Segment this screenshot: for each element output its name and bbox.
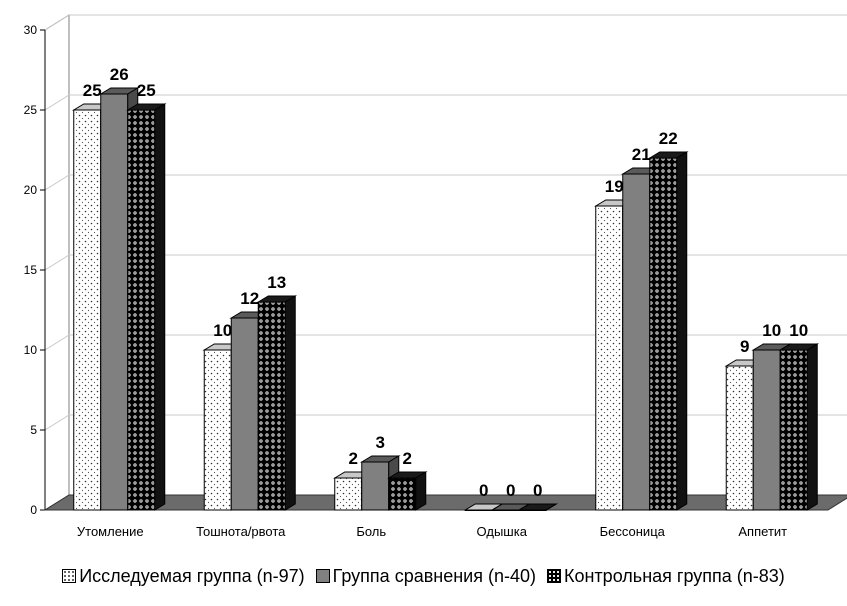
legend-item-series-1: Исследуемая группа (n-97) [62,566,305,587]
legend-swatch-dotted [62,569,77,583]
data-label-4-0: 19 [605,177,624,196]
y-tick-label-4: 20 [24,183,38,197]
bar-front-4-0 [595,205,624,511]
data-label-3-1: 0 [506,481,515,500]
bar-front-2-1 [361,461,390,511]
bar-side-2-2 [415,471,427,511]
bar-front-1-2 [257,301,286,511]
bar-front-2-0 [334,477,363,511]
legend-label-series-1: Исследуемая группа (n-97) [79,566,305,586]
bar-front-1-0 [203,349,232,511]
bar-front-0-0 [73,109,102,511]
bar-front-4-1 [622,173,651,511]
data-label-5-0: 9 [740,337,749,356]
data-label-1-0: 10 [213,321,232,340]
bar-front-5-2 [779,349,808,511]
y-tick-label-5: 25 [24,103,38,117]
legend-item-series-3: Контрольная группа (n-83) [547,566,785,587]
data-label-0-1: 26 [110,65,129,84]
bar-1-2 [256,295,298,511]
bar-2-2 [386,471,428,511]
bar-side-1-2 [284,295,296,511]
gridline-side [44,334,70,351]
x-tick-label-1: Тошнота/рвота [196,524,286,539]
legend-item-series-2: Группа сравнения (n-40) [315,566,536,587]
legend-label-series-3: Контрольная группа (n-83) [564,566,785,586]
x-tick-label-2: Боль [356,524,386,539]
legend-swatch-gray [315,569,330,583]
legend-swatch-checkered [547,569,561,583]
bar-side-4-2 [676,151,688,511]
bar-side-0-2 [154,103,166,511]
data-label-2-2: 2 [403,449,412,468]
bar-front-0-1 [100,93,129,511]
bar-side-3-2 [545,503,557,511]
data-label-1-1: 12 [240,289,259,308]
bar-front-1-1 [230,317,259,511]
gridline-side [44,174,70,191]
data-label-4-2: 22 [659,129,678,148]
data-label-0-0: 25 [83,81,102,100]
data-label-3-2: 0 [533,481,542,500]
legend: Исследуемая группа (n-97) Группа сравнен… [0,566,847,587]
data-label-5-1: 10 [762,321,781,340]
y-tick-label-3: 15 [24,263,38,277]
gridline-side [44,414,70,431]
x-tick-label-0: Утомление [77,524,144,539]
gridline-side [44,94,70,111]
bar-front-5-1 [752,349,781,511]
y-tick-label-0: 0 [30,503,37,517]
gridline-side [44,14,70,31]
bar-front-2-2 [388,477,417,511]
bar-front-4-2 [649,157,678,511]
data-label-2-1: 3 [376,433,385,452]
x-tick-label-4: Бессоница [600,524,666,539]
bar-3-0 [463,503,505,511]
legend-label-series-2: Группа сравнения (n-40) [332,566,536,586]
data-label-2-0: 2 [349,449,358,468]
x-tick-label-5: Аппетит [738,524,787,539]
bar-front-0-2 [127,109,156,511]
bar-front-5-0 [725,365,754,511]
data-label-1-2: 13 [267,273,286,292]
y-tick-label-2: 10 [24,343,38,357]
data-label-0-2: 25 [137,81,156,100]
gridline-side [44,254,70,271]
y-tick-label-6: 30 [24,23,38,37]
bar-0-2 [125,103,167,511]
bar-5-2 [778,343,820,511]
y-tick-label-1: 5 [30,423,37,437]
bar-3-2 [517,503,559,511]
x-tick-label-3: Одышка [477,524,528,539]
data-label-5-2: 10 [789,321,808,340]
data-label-3-0: 0 [479,481,488,500]
bar-side-5-2 [806,343,818,511]
bar-4-2 [647,151,689,511]
data-label-4-1: 21 [632,145,651,164]
